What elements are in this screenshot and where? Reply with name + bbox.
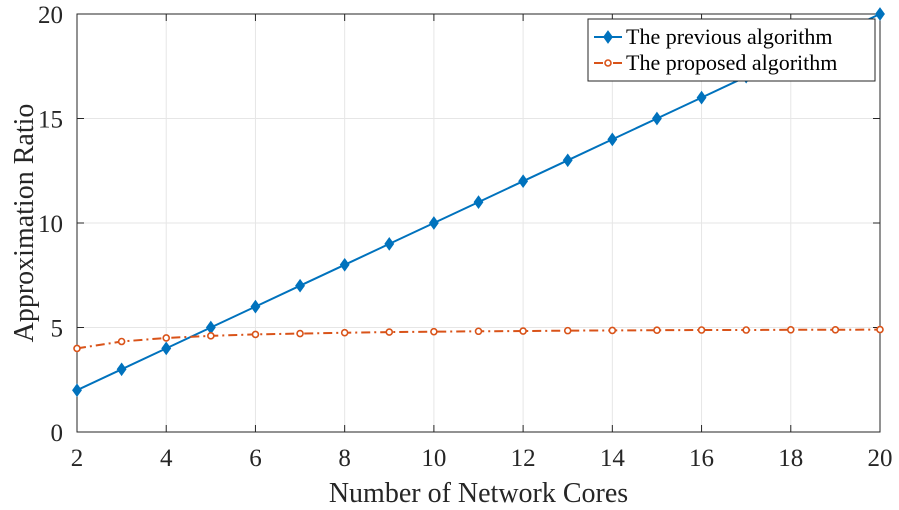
- y-tick-label: 5: [51, 316, 64, 343]
- y-tick-label: 15: [38, 107, 63, 134]
- legend-label-1: The previous algorithm: [626, 24, 833, 49]
- data-point: [251, 330, 260, 339]
- x-axis-title: Number of Network Cores: [329, 478, 628, 509]
- data-point: [518, 174, 529, 189]
- x-tick-label: 10: [421, 445, 446, 472]
- x-tick-label: 4: [160, 445, 173, 472]
- data-point: [430, 327, 438, 336]
- x-tick-label: 18: [778, 445, 803, 472]
- data-point: [876, 325, 884, 334]
- data-point: [875, 7, 885, 21]
- data-point: [117, 337, 126, 346]
- x-tick-label: 12: [511, 445, 536, 472]
- data-point: [697, 326, 706, 334]
- data-point: [384, 237, 395, 251]
- data-point: [562, 153, 573, 168]
- data-point: [207, 332, 215, 340]
- data-point: [116, 362, 127, 377]
- x-tick-label: 8: [338, 445, 351, 472]
- data-point: [162, 334, 171, 342]
- x-tick-label: 14: [600, 445, 626, 472]
- data-point: [428, 216, 439, 230]
- x-tick-label: 6: [249, 445, 262, 472]
- data-point: [295, 278, 305, 293]
- data-point: [563, 326, 572, 335]
- legend-marker-1: [603, 30, 613, 44]
- legend-box: [587, 18, 876, 82]
- series-2: [73, 325, 884, 353]
- legend-label-2: The proposed algorithm: [626, 50, 837, 75]
- data-point: [339, 257, 350, 272]
- data-point: [519, 327, 527, 335]
- y-axis-title: Approximation Ratio: [9, 104, 40, 343]
- data-point: [652, 111, 662, 126]
- data-point: [296, 329, 304, 338]
- y-tick-label: 20: [38, 2, 63, 29]
- y-tick-label: 0: [51, 420, 64, 447]
- data-point: [607, 132, 618, 147]
- data-point: [250, 299, 261, 314]
- y-tick-label: 10: [38, 211, 63, 238]
- x-tick-label: 20: [868, 445, 893, 472]
- data-point: [73, 344, 81, 353]
- data-point: [385, 328, 394, 336]
- data-point: [831, 325, 840, 334]
- data-point: [653, 326, 661, 335]
- data-point: [473, 195, 484, 209]
- data-point: [696, 90, 707, 105]
- data-point: [786, 325, 795, 334]
- x-tick-label: 2: [71, 445, 84, 472]
- data-point: [742, 326, 750, 334]
- data-point: [474, 327, 483, 336]
- data-point: [340, 328, 349, 337]
- x-tick-label: 16: [689, 445, 714, 472]
- axis-ticks: 2 4 6 8 10 12 14 16 18 20 0 5 10 15 20: [38, 2, 893, 472]
- data-point: [608, 326, 617, 335]
- data-point: [161, 341, 172, 356]
- data-point: [72, 383, 82, 398]
- legend-marker-2: [604, 59, 612, 67]
